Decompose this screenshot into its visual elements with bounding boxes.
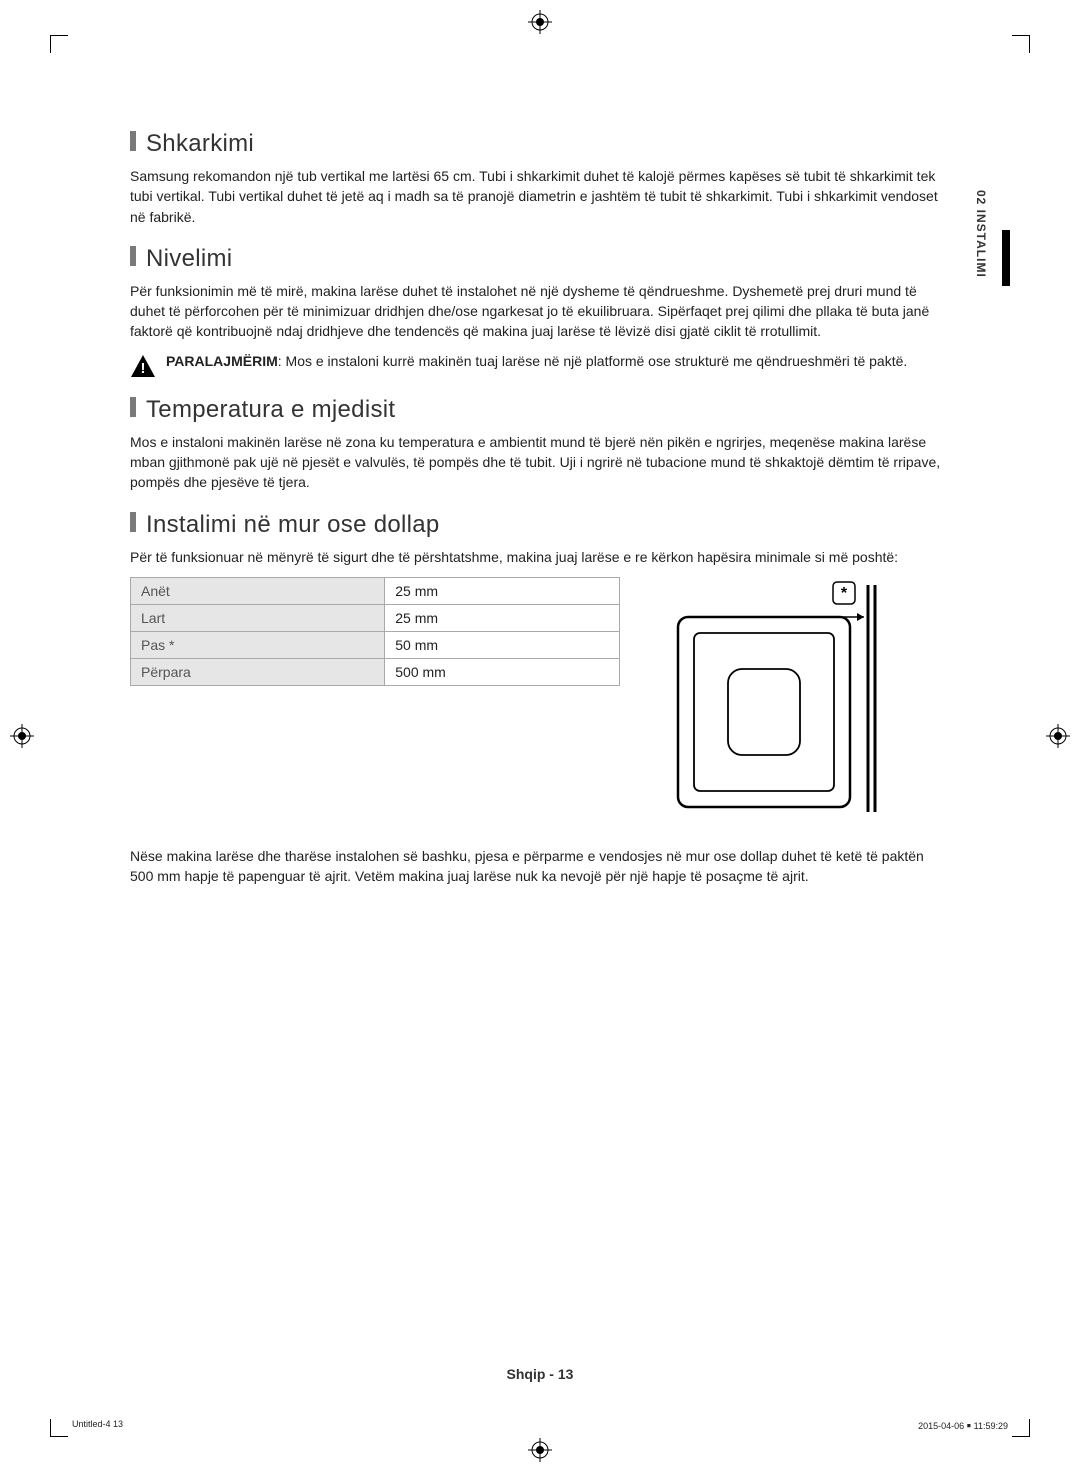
body-text: Për të funksionuar në mënyrë të sigurt d… (130, 547, 950, 567)
heading-bar-icon (130, 246, 136, 266)
print-filename: Untitled-4 13 (72, 1419, 123, 1432)
registration-mark (10, 724, 34, 748)
table-cell-value: 25 mm (385, 604, 620, 631)
body-text: Për funksionimin më të mirë, makina larë… (130, 281, 950, 342)
table-cell-value: 50 mm (385, 631, 620, 658)
crop-mark (50, 35, 68, 53)
crop-mark (1012, 1419, 1030, 1437)
print-timestamp: 2015-04-06 ￭ 11:59:29 (918, 1419, 1008, 1432)
crop-mark (1012, 35, 1030, 53)
warning-label: PARALAJMËRIM (166, 353, 278, 369)
registration-mark (528, 10, 552, 34)
page-footer: Shqip - 13 (0, 1366, 1080, 1382)
table-cell-label: Përpara (131, 658, 385, 685)
crop-mark (50, 1419, 68, 1437)
footer-page-number: 13 (558, 1366, 574, 1382)
heading-text: Temperatura e mjedisit (146, 396, 395, 424)
body-text: Nëse makina larëse dhe tharëse instalohe… (130, 846, 950, 887)
heading-text: Nivelimi (146, 245, 232, 273)
footer-language: Shqip (507, 1366, 546, 1382)
svg-text:!: ! (141, 360, 146, 377)
section-tab-marker (1002, 230, 1010, 286)
section-heading-temperatura: Temperatura e mjedisit (130, 396, 950, 424)
section-tab-label: 02 INSTALIMI (974, 190, 988, 278)
warning-icon: ! (130, 354, 156, 378)
heading-text: Instalimi në mur ose dollap (146, 511, 440, 539)
washer-clearance-diagram: * (650, 577, 880, 822)
table-row: Përpara 500 mm (131, 658, 620, 685)
table-cell-label: Pas * (131, 631, 385, 658)
table-cell-label: Lart (131, 604, 385, 631)
heading-bar-icon (130, 397, 136, 417)
registration-mark (1046, 724, 1070, 748)
section-heading-nivelimi: Nivelimi (130, 245, 950, 273)
table-row: Anët 25 mm (131, 577, 620, 604)
body-text: Samsung rekomandon një tub vertikal me l… (130, 166, 950, 227)
heading-bar-icon (130, 512, 136, 532)
table-cell-value: 25 mm (385, 577, 620, 604)
body-text: Mos e instaloni makinën larëse në zona k… (130, 432, 950, 493)
warning-text: PARALAJMËRIM: Mos e instaloni kurrë maki… (166, 352, 950, 378)
clearance-table: Anët 25 mm Lart 25 mm Pas * 50 mm Përpar… (130, 577, 620, 686)
footer-separator: - (545, 1366, 557, 1382)
heading-bar-icon (130, 131, 136, 151)
registration-mark (528, 1438, 552, 1462)
page-content: Shkarkimi Samsung rekomandon një tub ver… (130, 130, 950, 891)
svg-text:*: * (841, 585, 848, 602)
section-heading-instalimi: Instalimi në mur ose dollap (130, 511, 950, 539)
section-tab: 02 INSTALIMI (964, 190, 998, 283)
section-heading-shkarkimi: Shkarkimi (130, 130, 950, 158)
table-row: Lart 25 mm (131, 604, 620, 631)
table-cell-label: Anët (131, 577, 385, 604)
table-cell-value: 500 mm (385, 658, 620, 685)
warning-body: : Mos e instaloni kurrë makinën tuaj lar… (278, 353, 908, 369)
print-metadata: Untitled-4 13 2015-04-06 ￭ 11:59:29 (72, 1419, 1008, 1432)
table-row: Pas * 50 mm (131, 631, 620, 658)
warning-callout: ! PARALAJMËRIM: Mos e instaloni kurrë ma… (130, 352, 950, 378)
heading-text: Shkarkimi (146, 130, 254, 158)
